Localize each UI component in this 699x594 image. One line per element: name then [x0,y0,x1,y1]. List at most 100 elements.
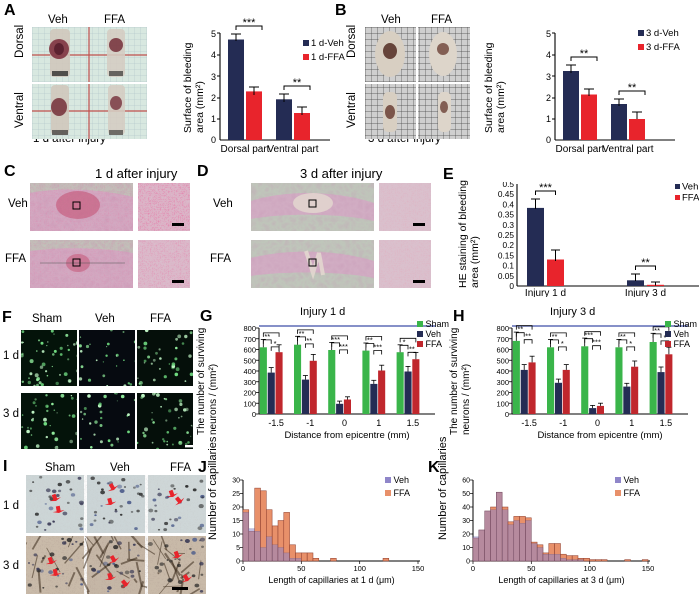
svg-text:Distance from epicentre (mm): Distance from epicentre (mm) [537,430,662,440]
svg-text:***: *** [373,343,382,352]
svg-text:800: 800 [496,324,509,333]
svg-text:0.05: 0.05 [498,271,515,281]
svg-text:30: 30 [462,518,470,525]
svg-text:***: *** [339,342,348,351]
svg-text:500: 500 [496,356,509,365]
svg-text:200: 200 [243,389,256,398]
svg-text:400: 400 [243,367,256,376]
svg-text:30: 30 [232,478,240,485]
svg-text:*: * [629,339,632,348]
svg-text:50: 50 [297,564,305,573]
svg-text:500: 500 [243,356,256,365]
svg-text:100: 100 [353,564,366,573]
svg-text:0: 0 [252,410,256,419]
svg-text:5: 5 [546,29,551,39]
svg-text:5: 5 [211,29,216,39]
svg-text:50: 50 [527,564,535,573]
svg-text:200: 200 [496,389,509,398]
svg-text:10: 10 [232,532,240,539]
svg-text:Length of capillaries at 1 d (: Length of capillaries at 1 d (μm) [268,575,394,585]
svg-text:0: 0 [466,559,470,566]
svg-text:0: 0 [509,281,514,291]
svg-text:2: 2 [211,93,216,103]
svg-text:1.5: 1.5 [660,418,673,428]
svg-text:0.4: 0.4 [502,199,514,209]
svg-text:0: 0 [546,135,551,145]
svg-text:40: 40 [462,505,470,512]
svg-text:10: 10 [462,545,470,552]
svg-text:2: 2 [546,93,551,103]
svg-text:Dorsal part: Dorsal part [556,144,605,155]
svg-text:100: 100 [583,564,596,573]
svg-text:-1: -1 [559,418,567,428]
svg-text:**: ** [641,257,650,269]
svg-text:**: ** [293,77,302,89]
svg-text:0.25: 0.25 [498,230,515,240]
svg-text:*: * [274,339,277,348]
svg-text:***: *** [243,18,257,29]
svg-text:**: ** [525,332,531,341]
svg-text:25: 25 [232,491,240,498]
svg-text:1 d-Veh: 1 d-Veh [311,38,344,49]
svg-text:Veh: Veh [682,182,698,193]
svg-text:0.5: 0.5 [502,182,514,189]
svg-text:1: 1 [546,114,551,124]
svg-text:Ventral part: Ventral part [602,144,653,155]
svg-text:20: 20 [462,532,470,539]
svg-text:**: ** [628,82,637,94]
svg-text:150: 150 [412,564,424,573]
svg-text:Dorsal part: Dorsal part [221,144,270,155]
svg-text:1.5: 1.5 [407,418,420,428]
svg-text:Injury 3 d: Injury 3 d [625,288,666,297]
svg-text:Ventral part: Ventral part [267,144,318,155]
svg-text:**: ** [306,336,312,345]
svg-text:5: 5 [236,545,240,552]
svg-text:1: 1 [211,114,216,124]
svg-text:700: 700 [496,335,509,344]
svg-text:4: 4 [546,50,551,60]
svg-text:0: 0 [471,564,475,573]
svg-text:100: 100 [496,399,509,408]
svg-text:1: 1 [376,418,381,428]
svg-text:0: 0 [241,564,245,573]
svg-text:***: *** [592,338,601,347]
svg-text:-1.5: -1.5 [268,418,284,428]
svg-text:**: ** [580,48,589,60]
svg-text:0.1: 0.1 [502,261,514,271]
svg-text:0.35: 0.35 [498,210,515,220]
svg-text:-1.5: -1.5 [521,418,537,428]
svg-text:3 d-FFA: 3 d-FFA [646,42,680,53]
svg-text:0: 0 [505,410,509,419]
svg-text:300: 300 [243,378,256,387]
svg-text:0: 0 [236,559,240,566]
svg-text:600: 600 [496,346,509,355]
svg-text:0.2: 0.2 [502,240,514,250]
svg-text:Injury 1 d: Injury 1 d [525,288,566,297]
svg-text:15: 15 [232,518,240,525]
svg-text:Distance from epicentre (mm): Distance from epicentre (mm) [284,430,409,440]
svg-text:0.45: 0.45 [498,189,515,199]
svg-text:100: 100 [243,399,256,408]
svg-text:FFA: FFA [682,193,699,204]
svg-text:1 d-FFA: 1 d-FFA [311,52,345,63]
svg-text:0.15: 0.15 [498,250,515,260]
svg-text:600: 600 [243,346,256,355]
svg-text:1: 1 [629,418,634,428]
svg-text:3 d-Veh: 3 d-Veh [646,28,679,39]
svg-text:800: 800 [243,324,256,333]
svg-text:Length of capillaries at 3 d (: Length of capillaries at 3 d (μm) [498,575,624,585]
svg-text:150: 150 [642,564,654,573]
svg-text:400: 400 [496,367,509,376]
svg-text:***: *** [539,182,553,194]
svg-text:4: 4 [211,50,216,60]
svg-text:3: 3 [211,72,216,82]
svg-text:3: 3 [546,72,551,82]
svg-text:300: 300 [496,378,509,387]
svg-text:20: 20 [232,505,240,512]
svg-text:60: 60 [462,478,470,485]
svg-text:0.3: 0.3 [502,220,514,230]
svg-text:**: ** [409,344,415,353]
svg-text:700: 700 [243,335,256,344]
svg-text:-1: -1 [306,418,314,428]
svg-text:0: 0 [211,135,216,145]
